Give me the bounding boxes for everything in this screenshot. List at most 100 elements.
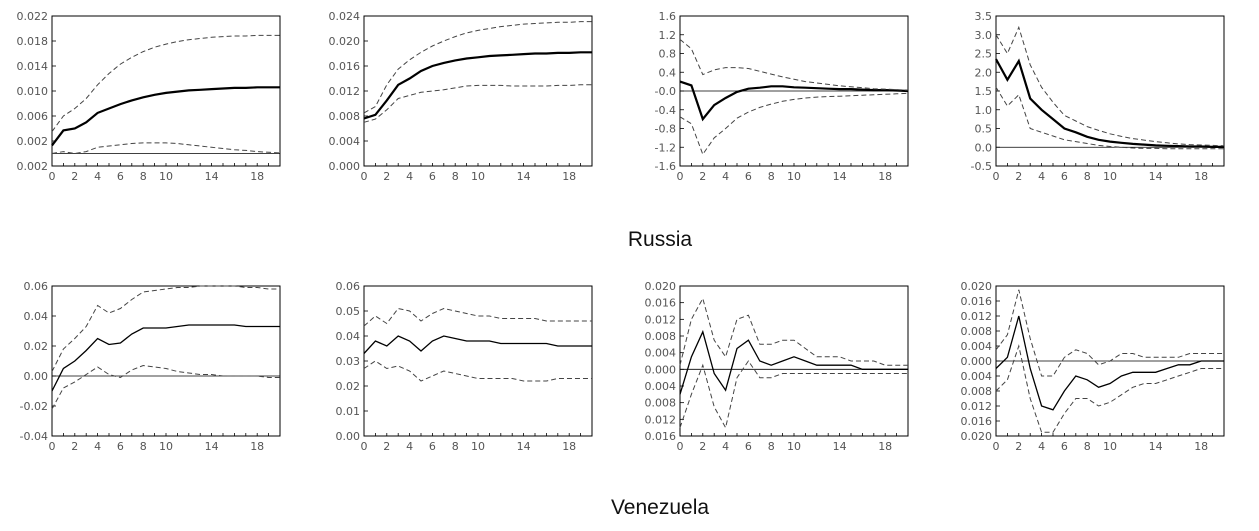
y-tick-label: 0.022	[17, 10, 49, 23]
y-tick-label: 0.004	[645, 380, 677, 393]
y-tick-label: 0.06	[24, 280, 49, 293]
y-tick-label: -0.04	[20, 430, 48, 443]
y-tick-label: -0.8	[655, 123, 676, 136]
chart-panel-venezuela-3: 0.020 0.016 0.012 0.008 0.004 0.000 0.004 0.008…	[645, 280, 909, 453]
x-tick-label: 14	[1149, 440, 1163, 453]
y-tick-label: 0.018	[17, 35, 49, 48]
y-tick-label: 0.008	[961, 385, 993, 398]
response-line	[363, 51, 592, 120]
y-tick-label: -0.0	[655, 85, 676, 98]
y-tick-label: 0.020	[961, 430, 993, 443]
y-tick-label: 0.004	[645, 347, 677, 360]
x-tick-label: 2	[699, 170, 706, 183]
y-tick-label: 0.014	[17, 60, 49, 73]
y-tick-label: 0.000	[961, 355, 993, 368]
x-tick-label: 10	[471, 170, 485, 183]
chart-panel-russia-3: 1.6 1.2 0.8 0.4 -0.0 -0.4 -0.8 -1.2 -1.60 2 4 6 8 10 1…	[655, 10, 909, 183]
y-tick-label: -0.02	[20, 400, 48, 413]
y-tick-label: 2.0	[975, 66, 993, 79]
x-tick-label: 14	[833, 440, 847, 453]
y-tick-label: 0.016	[645, 430, 677, 443]
x-tick-label: 0	[677, 440, 684, 453]
upper-band-line	[363, 21, 592, 114]
upper-band-line	[995, 289, 1224, 377]
x-tick-label: 18	[250, 170, 264, 183]
y-tick-label: 0.00	[336, 430, 361, 443]
x-tick-label: 8	[140, 440, 147, 453]
x-tick-label: 0	[49, 440, 56, 453]
chart-panel-venezuela-2: 0.06 0.05 0.04 0.03 0.02 0.01 0.000 2 4 6 8 10 14 18	[336, 280, 593, 453]
venezuela-label: Venezuela	[610, 496, 710, 519]
plot-frame	[995, 15, 1225, 167]
chart-panel-russia-4: 3.5 3.0 2.5 2.0 1.5 1.0 0.5 0.0 -0.50 2 4 6 8 10 14 18	[971, 10, 1225, 183]
y-tick-label: 0.012	[645, 313, 677, 326]
x-tick-label: 2	[71, 440, 78, 453]
x-tick-label: 10	[787, 440, 801, 453]
x-tick-label: 14	[833, 170, 847, 183]
x-tick-label: 0	[361, 170, 368, 183]
x-tick-label: 8	[452, 170, 459, 183]
response-line	[679, 80, 909, 122]
y-tick-label: 0.02	[24, 340, 49, 353]
x-tick-label: 14	[205, 440, 219, 453]
y-tick-label: 0.016	[961, 415, 993, 428]
response-line	[679, 329, 908, 395]
x-tick-label: 8	[768, 170, 775, 183]
y-tick-label: 0.008	[645, 397, 677, 410]
y-tick-label: 0.05	[336, 305, 361, 318]
plot-frame	[51, 285, 281, 437]
upper-band-line	[679, 297, 908, 366]
y-tick-label: 0.012	[645, 413, 677, 426]
x-tick-label: 2	[1015, 170, 1022, 183]
plot-frame	[51, 15, 281, 167]
lower-band-line	[679, 360, 908, 430]
y-tick-label: 3.0	[975, 29, 993, 42]
x-tick-label: 18	[1194, 170, 1208, 183]
response-line	[363, 335, 592, 354]
y-tick-label: 0.004	[961, 340, 993, 353]
x-tick-label: 8	[768, 440, 775, 453]
response-line	[51, 324, 280, 392]
x-tick-label: 8	[1084, 170, 1091, 183]
upper-band-line	[363, 307, 592, 327]
response-line	[51, 86, 280, 147]
x-tick-label: 4	[406, 170, 413, 183]
y-tick-label: 0.020	[329, 35, 361, 48]
x-tick-label: 8	[1084, 440, 1091, 453]
lower-band-line	[51, 142, 281, 155]
x-tick-label: 0	[993, 170, 1000, 183]
upper-band-line	[995, 25, 1225, 147]
y-tick-label: 0.04	[24, 310, 49, 323]
y-tick-label: 0.008	[645, 330, 677, 343]
lower-band-line	[363, 84, 592, 123]
x-tick-label: 6	[429, 170, 436, 183]
response-line	[995, 58, 1224, 148]
x-tick-label: 4	[94, 440, 101, 453]
y-tick-label: 0.01	[336, 405, 361, 418]
y-tick-label: 0.016	[645, 297, 677, 310]
x-tick-label: 2	[71, 170, 78, 183]
y-tick-label: 0.000	[329, 160, 361, 173]
y-tick-label: 1.0	[975, 104, 993, 117]
x-tick-label: 4	[722, 170, 729, 183]
y-tick-label: 0.004	[961, 370, 993, 383]
y-tick-label: 1.2	[659, 29, 677, 42]
x-tick-label: 10	[159, 170, 173, 183]
y-tick-label: 0.000	[645, 363, 677, 376]
y-tick-label: 0.8	[659, 48, 677, 61]
y-tick-label: 0.4	[659, 66, 677, 79]
y-tick-label: 0.020	[961, 280, 993, 293]
x-tick-label: 14	[517, 440, 531, 453]
x-tick-label: 2	[383, 440, 390, 453]
plot-frame	[363, 285, 593, 437]
lower-band-line	[995, 87, 1224, 150]
x-tick-label: 4	[1038, 170, 1045, 183]
chart-panel-venezuela-1: 0.06 0.04 0.02 0.00 -0.02 -0.040 2 4 6 8 10 14 18	[20, 280, 281, 453]
y-tick-label: 1.6	[659, 10, 677, 23]
y-tick-label: 0.010	[17, 85, 49, 98]
upper-band-line	[51, 285, 280, 372]
x-tick-label: 10	[159, 440, 173, 453]
y-tick-label: -0.4	[655, 104, 676, 117]
y-tick-label: 0.012	[961, 310, 993, 323]
